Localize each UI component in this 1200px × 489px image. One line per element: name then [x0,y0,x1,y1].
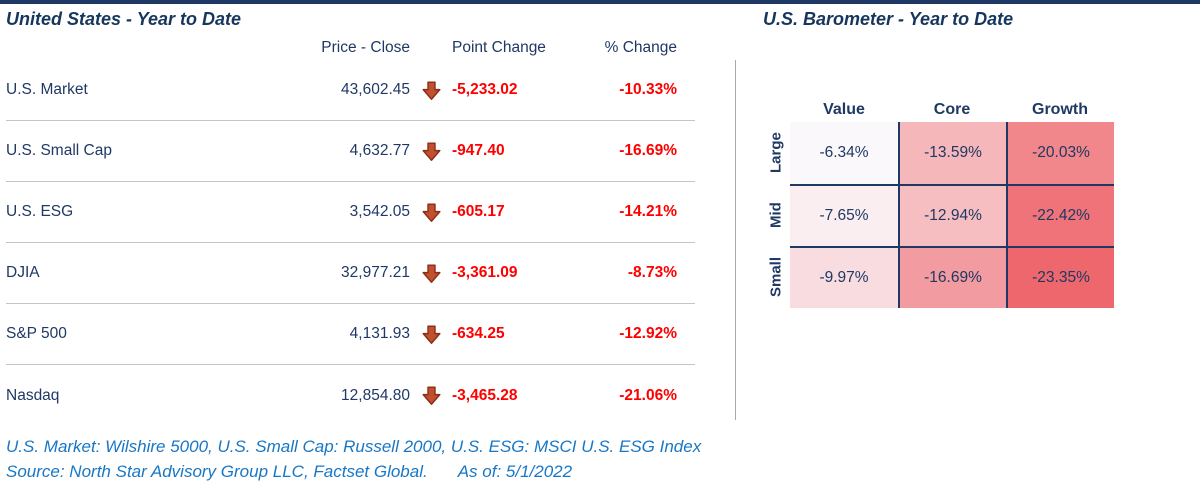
pct-change-value: -10.33% [619,81,677,98]
down-arrow-icon [421,386,441,405]
down-arrow-icon [421,324,441,344]
top-border-rule [0,0,1200,4]
header-pct-change: % Change [604,39,677,56]
table-row: U.S. Market 43,602.45 -5,233.02 -10.33% [6,60,695,121]
us-index-table: Price - Close Point Change % Change U.S.… [6,36,695,426]
arrow-cell [410,385,452,406]
right-panel-title: U.S. Barometer - Year to Date [763,9,1014,29]
arrow-cell [410,202,452,223]
down-arrow-icon [421,80,441,100]
point-change-value: -3,361.09 [452,264,518,281]
table-body: U.S. Market 43,602.45 -5,233.02 -10.33% … [6,60,695,426]
row-header-large: Large [767,132,785,174]
column-header-core: Core [933,101,971,118]
index-name: U.S. Market [6,81,88,98]
arrow-cell [410,263,452,284]
arrow-cell [410,141,452,162]
heatmap-cell-large-growth: -20.03% [1006,122,1114,184]
table-row: U.S. ESG 3,542.05 -605.17 -14.21% [6,182,695,243]
heatmap-cell-mid-value: -7.65% [790,184,898,246]
index-name: U.S. Small Cap [6,142,112,159]
panel-divider [735,60,736,420]
arrow-cell [410,324,452,345]
left-panel-title: United States - Year to Date [6,9,242,29]
index-name: Nasdaq [6,386,60,404]
table-row: U.S. Small Cap 4,632.77 -947.40 -16.69% [6,121,695,182]
footnote-index-definitions: U.S. Market: Wilshire 5000, U.S. Small C… [6,437,702,456]
heatmap-cell-mid-growth: -22.42% [1006,184,1114,246]
index-name: U.S. ESG [6,203,74,220]
as-of-date: As of: 5/1/2022 [457,462,573,481]
point-change-value: -3,465.28 [452,386,518,404]
heatmap-cell-small-growth: -23.35% [1006,246,1114,308]
pct-change-value: -8.73% [627,264,677,281]
row-header-small: Small [767,256,785,298]
heatmap-cell-large-core: -13.59% [898,122,1006,184]
pct-change-value: -14.21% [619,203,677,220]
index-name: S&P 500 [6,325,67,342]
table-row: Nasdaq 12,854.80 -3,465.28 -21.06% [6,365,695,426]
point-change-value: -634.25 [452,325,505,342]
down-arrow-icon [421,202,441,222]
price-close-value: 43,602.45 [341,81,410,98]
header-point-change: Point Change [452,39,546,56]
heatmap-cell-small-value: -9.97% [790,246,898,308]
heatmap-grid: Value Core Growth Large -6.34% -13.59% -20.… [762,98,1114,308]
heatmap-cell-mid-core: -12.94% [898,184,1006,246]
down-arrow-icon [421,263,441,283]
point-change-value: -605.17 [452,203,505,220]
price-close-value: 4,131.93 [349,325,410,342]
row-header-mid: Mid [767,202,785,228]
point-change-value: -5,233.02 [452,81,518,98]
style-box-heatmap: Value Core Growth Large -6.34% -13.59% -20.… [762,98,1114,308]
table-row: S&P 500 4,131.93 -634.25 -12.92% [6,304,695,365]
source-text: Source: North Star Advisory Group LLC, F… [6,462,428,481]
pct-change-value: -12.92% [619,325,677,342]
price-close-value: 3,542.05 [349,203,410,220]
column-header-value: Value [823,101,865,118]
price-close-value: 32,977.21 [341,264,410,281]
heatmap-cell-small-core: -16.69% [898,246,1006,308]
column-header-growth: Growth [1032,101,1088,118]
footnote-source: Source: North Star Advisory Group LLC, F… [6,462,572,482]
price-close-value: 4,632.77 [349,142,410,159]
point-change-value: -947.40 [452,142,505,159]
table-row: DJIA 32,977.21 -3,361.09 -8.73% [6,243,695,304]
header-price-close: Price - Close [321,39,410,56]
arrow-cell [410,80,452,101]
table-header-row: Price - Close Point Change % Change [6,36,695,60]
price-close-value: 12,854.80 [341,386,410,404]
down-arrow-icon [421,141,441,161]
pct-change-value: -21.06% [619,386,677,404]
pct-change-value: -16.69% [619,142,677,159]
heatmap-cell-large-value: -6.34% [790,122,898,184]
index-name: DJIA [6,264,40,281]
heatmap-corner-spacer [762,98,790,122]
